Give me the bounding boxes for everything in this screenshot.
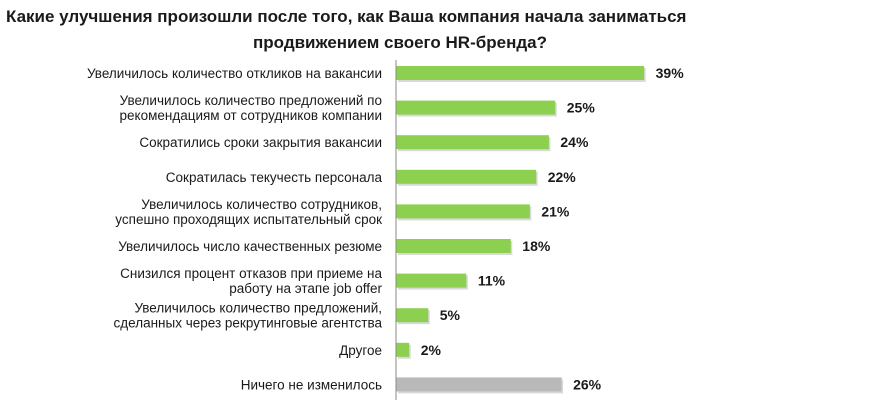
category-label-7-line-2: работу на этапе job offer — [229, 281, 382, 296]
value-label-6: 18% — [522, 238, 551, 254]
category-label-10: Ничего не изменилось — [241, 377, 382, 392]
title-line-1: Какие улучшения произошли после того, ка… — [6, 7, 687, 26]
value-label-3: 24% — [560, 134, 589, 150]
value-label-4: 22% — [548, 169, 577, 185]
category-label-8-line-1: Увеличилось количество предложений, — [134, 301, 382, 316]
value-label-5: 21% — [541, 203, 570, 219]
value-label-2: 25% — [567, 100, 596, 116]
category-label-5-line-2: успешно проходящих испытательный срок — [115, 212, 382, 227]
bar-1 — [396, 66, 645, 80]
category-label-8-line-2: сделанных через рекрутинговые агентства — [114, 316, 383, 331]
category-label-1: Увеличилось количество откликов на вакан… — [87, 66, 382, 81]
category-label-9: Другое — [339, 343, 382, 358]
category-label-3: Сократились сроки закрытия вакансии — [139, 135, 382, 150]
category-label-2-line-1: Увеличилось количество предложений по — [120, 93, 382, 108]
value-label-8: 5% — [440, 307, 461, 323]
category-label-7-line-1: Снизился процент отказов при приеме на — [120, 266, 382, 281]
title-line-2: продвижением своего HR-бренда? — [253, 33, 547, 52]
value-label-10: 26% — [573, 376, 602, 392]
bar-5 — [396, 204, 530, 219]
chart-title: Какие улучшения произошли после того, ка… — [0, 0, 870, 60]
bar-6 — [396, 239, 511, 253]
bar-8 — [396, 308, 429, 323]
bar-9 — [396, 342, 410, 357]
category-label-2-line-2: рекомендациям от сотрудников компании — [120, 108, 383, 123]
bar-3 — [396, 135, 549, 150]
bar-7 — [396, 273, 467, 288]
category-label-5-line-1: Увеличилось количество сотрудников, — [141, 197, 382, 212]
category-label-4: Сократилась текучесть персонала — [166, 170, 383, 185]
category-label-6: Увеличилось число качественных резюме — [118, 239, 382, 254]
bar-2 — [396, 100, 556, 115]
bar-10 — [396, 377, 562, 392]
value-label-7: 11% — [478, 273, 506, 289]
value-label-1: 39% — [656, 65, 685, 81]
bar-4 — [396, 169, 537, 184]
value-label-9: 2% — [421, 342, 442, 358]
